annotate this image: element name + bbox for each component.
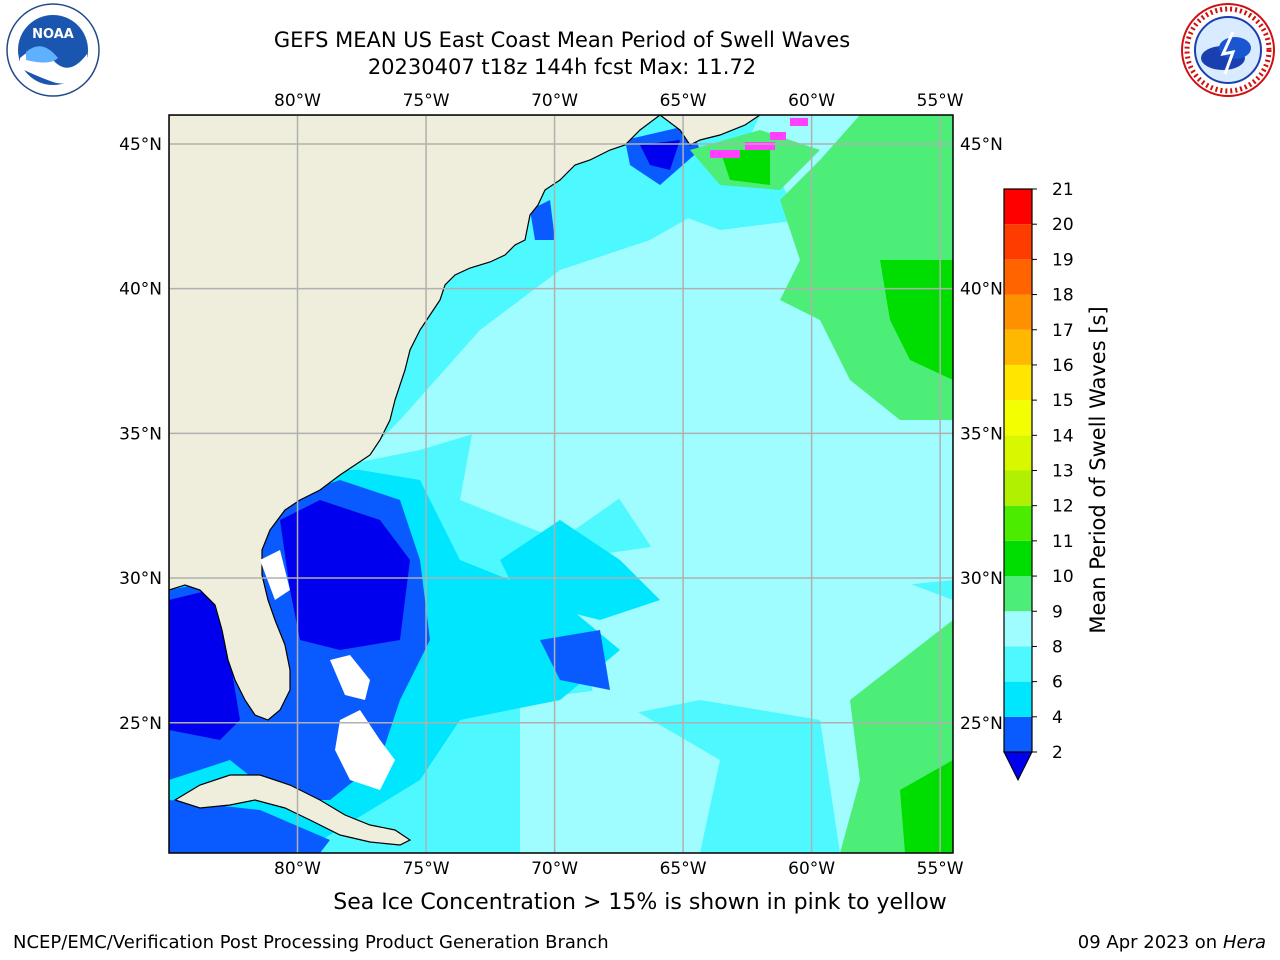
lon-label-bottom: 60°W [788, 859, 835, 879]
lat-label-left: 40°N [119, 280, 162, 300]
map-gridlines [169, 115, 953, 853]
national-weather-service-logo [1181, 3, 1275, 97]
colorbar-tick-label: 15 [1052, 391, 1074, 411]
lon-label-top: 75°W [403, 91, 450, 111]
colorbar-swatch [1004, 329, 1032, 365]
lat-label-right: 30°N [960, 569, 1003, 589]
lat-label-left: 30°N [119, 569, 162, 589]
latitude-labels-left: 45°N 40°N 35°N 30°N 25°N [119, 135, 162, 734]
colorbar-tick-label: 14 [1052, 426, 1074, 446]
colorbar-tick-label: 20 [1052, 215, 1074, 235]
footer-date-text: 09 Apr 2023 on [1077, 932, 1223, 953]
colorbar-under-triangle [1003, 751, 1033, 782]
colorbar-tick-label: 17 [1052, 321, 1074, 341]
lat-label-left: 35°N [119, 424, 162, 444]
colorbar-tick-label: 18 [1052, 286, 1074, 306]
colorbar-tick-label: 10 [1052, 567, 1074, 587]
footer-credit: NCEP/EMC/Verification Post Processing Pr… [13, 932, 609, 953]
latitude-labels-right: 45°N 40°N 35°N 30°N 25°N [960, 135, 1003, 734]
footer-machine: Hera [1222, 932, 1266, 953]
colorbar-tick-label: 4 [1052, 708, 1063, 728]
lat-label-right: 35°N [960, 424, 1003, 444]
colorbar-tick-label: 12 [1052, 497, 1074, 517]
lon-label-top: 60°W [788, 91, 835, 111]
lon-label-bottom: 55°W [917, 859, 964, 879]
lat-label-right: 25°N [960, 714, 1003, 734]
colorbar-swatch [1004, 224, 1032, 260]
cuba-land [173, 774, 412, 846]
colorbar-tick-label: 13 [1052, 462, 1074, 482]
colorbar-swatch [1004, 400, 1032, 436]
colorbar-swatch [1004, 540, 1032, 577]
colorbar-swatch [1004, 576, 1032, 612]
sea-ice [710, 118, 808, 158]
sea-ice-caption: Sea Ice Concentration > 15% is shown in … [333, 890, 947, 915]
colorbar-tick-label: 2 [1052, 743, 1063, 763]
colorbar-tick-label: 6 [1052, 673, 1063, 693]
colorbar-swatch [1004, 611, 1032, 647]
chart-subtitle: 20230407 t18z 144h fcst Max: 11.72 [367, 55, 757, 79]
longitude-labels-bottom: 80°W 75°W 70°W 65°W 60°W 55°W [274, 859, 964, 879]
colorbar-swatch [1004, 435, 1032, 471]
colorbar-swatch [1004, 646, 1032, 682]
colorbar-swatch [1004, 294, 1032, 330]
north-america-land [169, 115, 661, 721]
lon-label-top: 70°W [531, 91, 578, 111]
lon-label-top: 55°W [917, 91, 964, 111]
colorbar-swatch [1004, 189, 1032, 225]
colorbar-swatch [1004, 470, 1032, 506]
bahamas-banks [260, 550, 395, 790]
maritimes-land [659, 115, 762, 146]
lat-label-left: 45°N [119, 135, 162, 155]
colorbar-swatch [1004, 364, 1032, 401]
lat-label-left: 25°N [119, 714, 162, 734]
lon-label-bottom: 65°W [660, 859, 707, 879]
colorbar-tick-label: 19 [1052, 250, 1074, 270]
lon-label-top: 80°W [274, 91, 321, 111]
longitude-labels-top: 80°W 75°W 70°W 65°W 60°W 55°W [274, 91, 964, 111]
chart-title: GEFS MEAN US East Coast Mean Period of S… [273, 28, 851, 52]
colorbar-tick-label: 11 [1052, 532, 1074, 552]
colorbar-tick-label: 8 [1052, 637, 1063, 657]
swell-zone-under-2 [169, 140, 680, 740]
lon-label-top: 65°W [660, 91, 707, 111]
lon-label-bottom: 75°W [403, 859, 450, 879]
lon-label-bottom: 70°W [531, 859, 578, 879]
noaa-logo: NOAA [6, 3, 100, 97]
noaa-logo-text: NOAA [32, 27, 74, 42]
map-frame [168, 114, 954, 854]
colorbar-swatch [1004, 259, 1032, 295]
colorbar-tick-label: 21 [1052, 180, 1074, 200]
colorbar-swatch [1004, 681, 1032, 717]
colorbar-swatch [1004, 505, 1032, 541]
colorbar: 2 4 6 8 9 10 11 12 13 14 15 16 17 18 19 20 21 [1003, 180, 1074, 782]
lat-label-right: 40°N [960, 280, 1003, 300]
lon-label-bottom: 80°W [274, 859, 321, 879]
colorbar-tick-label: 16 [1052, 356, 1074, 376]
colorbar-tick-label: 9 [1052, 602, 1063, 622]
footer-date: 09 Apr 2023 on Hera [1078, 932, 1266, 953]
swell-zone-8-9 [460, 300, 953, 853]
lat-label-right: 45°N [960, 135, 1003, 155]
colorbar-swatch [1004, 716, 1032, 752]
colorbar-title: Mean Period of Swell Waves [s] [1086, 306, 1110, 634]
